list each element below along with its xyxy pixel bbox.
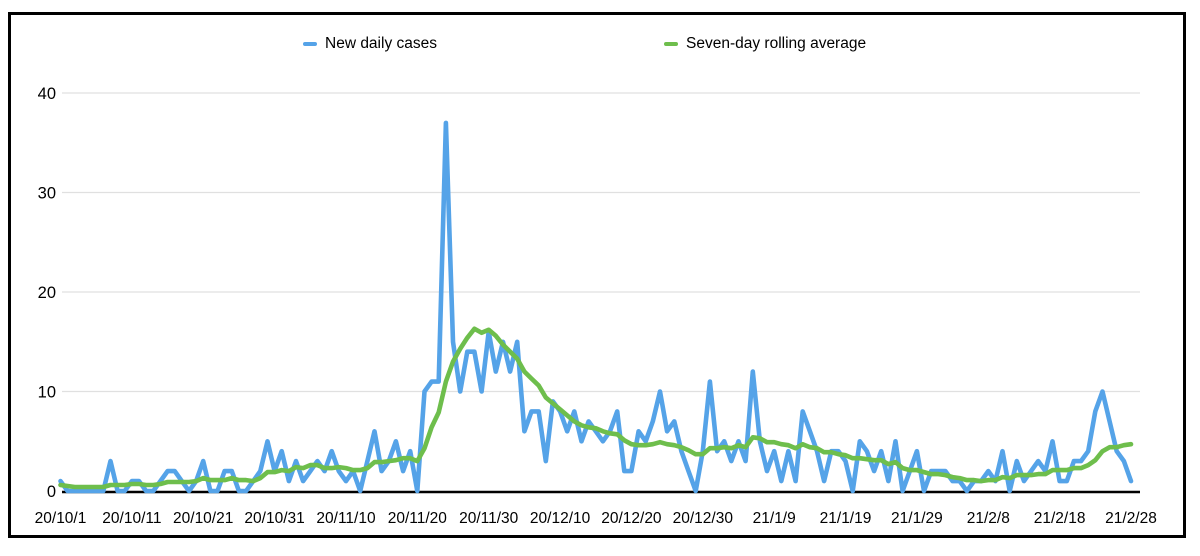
- rolling-average-line: [58, 326, 1134, 490]
- x-axis-tick-label: 21/2/8: [967, 510, 1010, 527]
- y-axis-tick-label: 40: [38, 85, 56, 103]
- legend-label-rolling-average: Seven-day rolling average: [686, 35, 867, 52]
- x-axis-tick-label: 20/10/31: [244, 510, 304, 527]
- x-axis-tick-label: 20/12/20: [601, 510, 662, 527]
- x-axis-tick-label: 21/1/29: [891, 510, 943, 527]
- y-axis-tick-label: 20: [38, 284, 56, 302]
- x-axis-tick-label: 20/11/10: [316, 510, 376, 527]
- x-axis-tick-label: 20/10/1: [35, 510, 87, 527]
- x-axis-tick-label: 20/10/11: [102, 510, 161, 527]
- x-axis-tick-label: 20/11/30: [459, 510, 519, 527]
- y-axis-tick-label: 0: [47, 483, 56, 501]
- y-axis-tick-label: 30: [38, 185, 56, 203]
- legend-item-new-daily-cases: New daily cases: [303, 35, 437, 53]
- legend-label-daily-cases: New daily cases: [325, 35, 437, 52]
- legend-swatch-rolling-average: [664, 42, 678, 46]
- x-axis-tick-label: 21/1/19: [820, 510, 872, 527]
- x-axis-tick-label: 21/2/28: [1105, 510, 1157, 527]
- x-axis-tick-label: 20/10/21: [173, 510, 233, 527]
- legend-swatch-daily-cases: [303, 42, 317, 46]
- legend-item-rolling-average: Seven-day rolling average: [664, 35, 866, 53]
- x-axis-tick-label: 21/1/9: [753, 510, 796, 527]
- x-axis-tick-label: 21/2/18: [1034, 510, 1086, 527]
- x-axis-tick-label: 20/12/30: [673, 510, 734, 527]
- daily-cases-line: [58, 120, 1134, 494]
- x-axis-tick-label: 20/11/20: [388, 510, 448, 527]
- x-axis-tick-label: 20/12/10: [530, 510, 591, 527]
- y-axis-tick-label: 10: [38, 384, 56, 402]
